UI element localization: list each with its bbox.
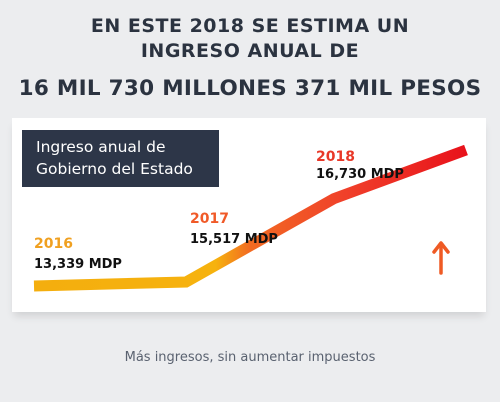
series-line bbox=[33, 144, 468, 292]
up-arrow-icon bbox=[432, 241, 450, 275]
footer-tagline: Más ingresos, sin aumentar impuestos bbox=[124, 350, 376, 365]
headline: EN ESTE 2018 SE ESTIMA UN INGRESO ANUAL … bbox=[0, 14, 500, 103]
chart-title-line-1: Ingreso anual de bbox=[36, 138, 166, 156]
chart-title-box: Ingreso anual de Gobierno del Estado bbox=[22, 130, 219, 187]
headline-line-2: INGRESO ANUAL DE bbox=[140, 40, 360, 62]
headline-line-1: EN ESTE 2018 SE ESTIMA UN bbox=[90, 15, 410, 37]
year-label-2017: 2017 bbox=[190, 211, 229, 227]
year-label-2016: 2016 bbox=[34, 236, 73, 252]
headline-amount: 16 MIL 730 MILLONES 371 MIL PESOS bbox=[18, 76, 482, 101]
value-label-2017: 15,517 MDP bbox=[190, 232, 278, 247]
value-label-2016: 13,339 MDP bbox=[34, 257, 122, 272]
chart-title-line-2: Gobierno del Estado bbox=[36, 160, 193, 178]
value-label-2018: 16,730 MDP bbox=[316, 167, 404, 182]
year-label-2018: 2018 bbox=[316, 149, 355, 165]
